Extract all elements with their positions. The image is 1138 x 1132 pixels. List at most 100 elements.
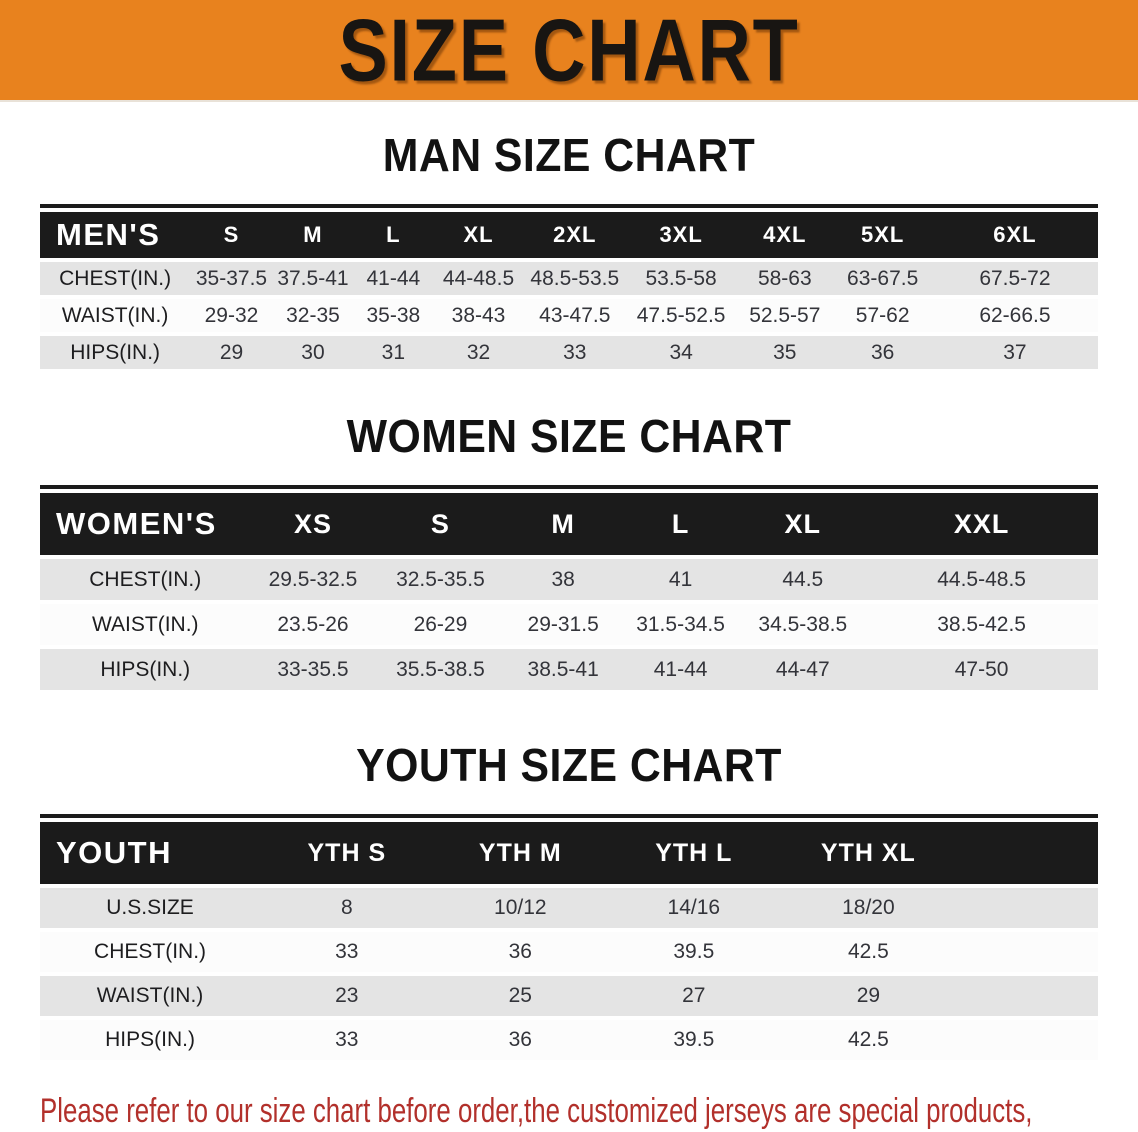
- size-value: 31: [353, 336, 434, 369]
- size-column-header: XS: [250, 493, 376, 555]
- women-section-heading: WOMEN SIZE CHART: [346, 410, 792, 462]
- men-size-table: MEN'S S M L XL 2XL 3XL 4XL 5XL 6XL CHEST(IN.) 35-37…: [40, 208, 1098, 373]
- size-column-header: S: [190, 212, 273, 258]
- size-value: 38.5-42.5: [865, 604, 1098, 645]
- size-column-header: 3XL: [626, 212, 737, 258]
- size-column-header: YTH S: [260, 822, 434, 884]
- header-spacer: [956, 822, 1098, 884]
- size-value: 35: [736, 336, 834, 369]
- size-value: 37.5-41: [272, 262, 354, 295]
- size-chart-banner: SIZE CHART: [0, 0, 1138, 102]
- size-value: 29: [780, 976, 957, 1016]
- size-column-header: M: [272, 212, 354, 258]
- size-value: 32.5-35.5: [375, 559, 506, 600]
- size-value: 29: [190, 336, 273, 369]
- size-value: 25: [433, 976, 608, 1016]
- women-table-wrap: WOMEN'S XS S M L XL XXL CHEST(IN.) 29.5-32.5 32.5…: [40, 485, 1098, 694]
- size-value: 35.5-38.5: [375, 649, 506, 690]
- measurement-row: CHEST(IN.) 33 36 39.5 42.5: [40, 932, 1098, 972]
- size-value: 32-35: [272, 299, 354, 332]
- measurement-row: CHEST(IN.) 29.5-32.5 32.5-35.5 38 41 44.5 44.5…: [40, 559, 1098, 600]
- row-label: WAIST(IN.): [40, 976, 261, 1016]
- size-column-header: 6XL: [931, 212, 1098, 258]
- men-section-heading: MAN SIZE CHART: [382, 129, 756, 181]
- women-size-table: WOMEN'S XS S M L XL XXL CHEST(IN.) 29.5-32.5 32.5…: [40, 489, 1098, 694]
- youth-size-table: YOUTH YTH S YTH M YTH L YTH XL U.S.SIZE 8 10/12…: [40, 818, 1098, 1064]
- size-value: 42.5: [780, 1020, 957, 1060]
- measurement-row: U.S.SIZE 8 10/12 14/16 18/20: [40, 888, 1098, 928]
- size-value: 33: [523, 336, 627, 369]
- size-column-header: XL: [740, 493, 866, 555]
- size-value: 62-66.5: [931, 299, 1098, 332]
- row-spacer: [956, 888, 1098, 928]
- size-column-header: 2XL: [523, 212, 627, 258]
- size-value: 29.5-32.5: [250, 559, 376, 600]
- measurement-row: HIPS(IN.) 33 36 39.5 42.5: [40, 1020, 1098, 1060]
- size-value: 27: [607, 976, 781, 1016]
- size-value: 57-62: [833, 299, 932, 332]
- size-column-header: 4XL: [736, 212, 834, 258]
- row-label: HIPS(IN.): [40, 649, 251, 690]
- size-column-header: XXL: [865, 493, 1098, 555]
- table-header-row: WOMEN'S XS S M L XL XXL: [40, 493, 1098, 555]
- row-spacer: [956, 932, 1098, 972]
- size-value: 23.5-26: [250, 604, 376, 645]
- size-column-header: YTH XL: [780, 822, 957, 884]
- row-label: HIPS(IN.): [40, 1020, 261, 1060]
- row-label: CHEST(IN.): [40, 262, 191, 295]
- size-value: 33: [260, 1020, 434, 1060]
- size-value: 18/20: [780, 888, 957, 928]
- row-spacer: [956, 976, 1098, 1016]
- measurement-row: CHEST(IN.) 35-37.5 37.5-41 41-44 44-48.5 48.5…: [40, 262, 1098, 295]
- disclaimer: Please refer to our size chart before or…: [0, 1090, 1138, 1132]
- size-value: 38-43: [433, 299, 524, 332]
- size-value: 44-47: [740, 649, 866, 690]
- size-value: 23: [260, 976, 434, 1016]
- table-corner-label: YOUTH: [40, 822, 261, 884]
- table-header-row: MEN'S S M L XL 2XL 3XL 4XL 5XL 6XL: [40, 212, 1098, 258]
- size-value: 41: [620, 559, 741, 600]
- size-column-header: L: [620, 493, 741, 555]
- row-label: U.S.SIZE: [40, 888, 261, 928]
- table-corner-label: MEN'S: [40, 212, 191, 258]
- size-column-header: S: [375, 493, 506, 555]
- men-table-topline: [40, 204, 1098, 208]
- size-value: 39.5: [607, 932, 781, 972]
- size-value: 10/12: [433, 888, 608, 928]
- size-value: 47.5-52.5: [626, 299, 737, 332]
- size-column-header: 5XL: [833, 212, 932, 258]
- banner-title: SIZE CHART: [338, 0, 800, 99]
- size-value: 30: [272, 336, 354, 369]
- size-value: 33: [260, 932, 434, 972]
- size-value: 35-37.5: [190, 262, 273, 295]
- row-spacer: [956, 1020, 1098, 1060]
- women-table-topline: [40, 485, 1098, 489]
- row-label: CHEST(IN.): [40, 932, 261, 972]
- youth-table-topline: [40, 814, 1098, 818]
- size-value: 44.5-48.5: [865, 559, 1098, 600]
- measurement-row: WAIST(IN.) 23 25 27 29: [40, 976, 1098, 1016]
- size-value: 26-29: [375, 604, 506, 645]
- size-value: 29-31.5: [505, 604, 621, 645]
- youth-table-wrap: YOUTH YTH S YTH M YTH L YTH XL U.S.SIZE 8 10/12…: [40, 814, 1098, 1064]
- size-value: 63-67.5: [833, 262, 932, 295]
- size-value: 35-38: [353, 299, 434, 332]
- size-value: 42.5: [780, 932, 957, 972]
- size-value: 43-47.5: [523, 299, 627, 332]
- size-column-header: YTH L: [607, 822, 781, 884]
- size-value: 44-48.5: [433, 262, 524, 295]
- size-value: 34: [626, 336, 737, 369]
- youth-section: YOUTH YTH S YTH M YTH L YTH XL U.S.SIZE 8 10/12…: [0, 814, 1138, 1064]
- size-value: 44.5: [740, 559, 866, 600]
- size-value: 38: [505, 559, 621, 600]
- measurement-row: HIPS(IN.) 33-35.5 35.5-38.5 38.5-41 41-44 44-…: [40, 649, 1098, 690]
- size-value: 37: [931, 336, 1098, 369]
- youth-section-heading: YOUTH SIZE CHART: [356, 739, 782, 791]
- row-label: WAIST(IN.): [40, 299, 191, 332]
- size-value: 67.5-72: [931, 262, 1098, 295]
- size-value: 41-44: [620, 649, 741, 690]
- size-value: 31.5-34.5: [620, 604, 741, 645]
- table-corner-label: WOMEN'S: [40, 493, 251, 555]
- measurement-row: WAIST(IN.) 23.5-26 26-29 29-31.5 31.5-34.5 34…: [40, 604, 1098, 645]
- size-value: 14/16: [607, 888, 781, 928]
